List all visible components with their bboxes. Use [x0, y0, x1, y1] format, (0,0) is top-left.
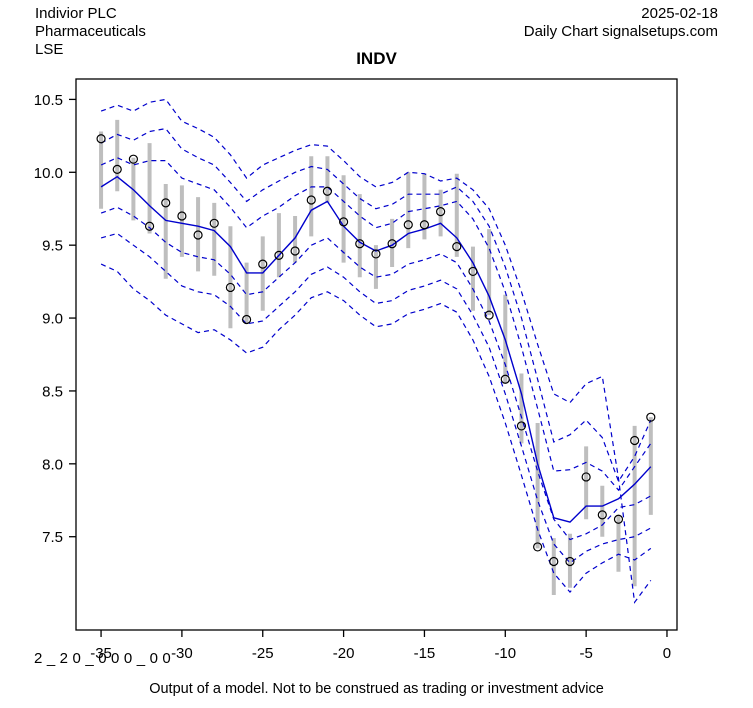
close-price-marker: [355, 239, 365, 249]
close-price-marker: [209, 218, 219, 228]
close-price-marker: [565, 556, 575, 567]
close-price-marker: [549, 556, 559, 567]
x-axis-tick-label: -25: [252, 645, 274, 662]
close-price-marker: [322, 186, 333, 196]
close-price-marker: [581, 472, 591, 482]
x-axis-tick-label: -35: [90, 645, 112, 662]
close-price-marker: [258, 259, 268, 269]
company-sector: Pharmaceuticals: [35, 23, 146, 40]
chart-source: Daily Chart signalsetups.com: [523, 23, 718, 40]
model-median-line: [100, 175, 652, 523]
header-right-block: 2025-02-18 Daily Chart signalsetups.com: [524, 5, 718, 41]
close-price-marker: [387, 239, 397, 249]
x-axis-tick-label: -5: [579, 645, 592, 662]
close-price-marker: [533, 542, 543, 552]
model-code: 2_20_000_00: [34, 650, 176, 667]
x-axis-tick-label: -30: [171, 645, 193, 662]
close-price-marker: [225, 282, 236, 293]
y-axis-tick-label: 8.5: [42, 383, 63, 400]
upper-band-outer-line: [100, 98, 652, 604]
exchange-name: LSE: [35, 41, 64, 58]
lower-band-outer-line: [100, 263, 652, 594]
y-axis-tick-label: 10.0: [34, 165, 63, 182]
upper-band-mid-line: [100, 127, 652, 483]
disclaimer-text: Output of a model. Not to be construed a…: [149, 681, 604, 697]
close-price-marker: [452, 242, 462, 252]
ticker-title: INDV: [356, 49, 397, 68]
close-price-marker: [241, 314, 252, 325]
y-axis-tick-label: 10.5: [34, 92, 63, 109]
close-price-marker: [144, 221, 155, 231]
plot-border: [75, 78, 678, 631]
y-axis-tick-label: 7.5: [42, 529, 63, 546]
close-price-marker: [630, 435, 640, 446]
close-price-marker: [436, 207, 446, 217]
close-price-marker: [403, 220, 413, 230]
x-axis-tick-label: -15: [414, 645, 436, 662]
close-price-marker: [112, 164, 122, 174]
close-price-marker: [500, 374, 510, 384]
y-axis-tick-label: 8.0: [42, 456, 63, 473]
lower-band-mid-line: [100, 232, 652, 564]
close-price-marker: [338, 217, 349, 227]
x-axis-tick-label: 0: [663, 645, 671, 662]
x-axis-tick-label: -20: [333, 645, 355, 662]
x-axis-tick-label: -10: [494, 645, 516, 662]
close-price-marker: [274, 250, 284, 260]
close-price-marker: [613, 514, 624, 524]
close-price-marker: [646, 412, 656, 422]
close-price-marker: [290, 246, 300, 256]
lower-band-inner-line: [100, 206, 652, 541]
y-axis-tick-label: 9.5: [42, 238, 63, 255]
header-left-block: Indivior PLC Pharmaceuticals LSE: [35, 5, 146, 59]
close-price-marker: [128, 154, 138, 164]
upper-band-inner-line: [100, 157, 652, 492]
company-name: Indivior PLC: [35, 5, 117, 22]
y-axis-tick-label: 9.0: [42, 311, 63, 328]
close-price-marker: [161, 198, 171, 208]
close-price-marker: [306, 195, 316, 205]
close-price-marker: [484, 310, 494, 320]
close-price-marker: [419, 220, 430, 230]
close-price-marker: [177, 211, 187, 221]
close-price-marker: [371, 249, 381, 259]
close-price-marker: [468, 266, 478, 277]
chart-date: 2025-02-18: [641, 5, 718, 22]
close-price-marker: [597, 510, 607, 520]
close-price-marker: [96, 134, 106, 144]
close-price-marker: [516, 421, 527, 431]
close-price-marker: [193, 230, 203, 240]
